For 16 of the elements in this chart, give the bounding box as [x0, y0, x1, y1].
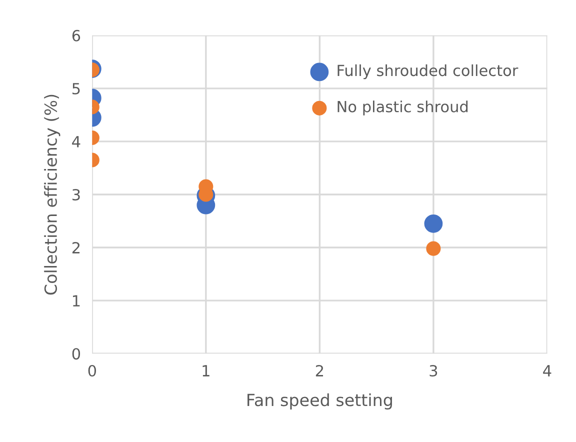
- y-tick-label: 2: [72, 242, 80, 254]
- x-axis-title: Fan speed setting: [248, 393, 392, 410]
- y-tick-label: 1: [73, 295, 80, 306]
- y-tick-label: 6: [72, 30, 80, 42]
- x-tick-label: 0: [88, 364, 96, 377]
- y-axis-title: Collection efficiency (%): [44, 94, 60, 295]
- x-tick-label: 4: [543, 365, 552, 376]
- legend-label: No plastic shroud: [338, 100, 468, 116]
- y-tick-label: 0: [72, 348, 80, 360]
- y-tick-label: 5: [72, 83, 80, 94]
- y-tick-label: 3: [72, 188, 80, 200]
- x-tick-label: 3: [430, 364, 438, 377]
- x-tick-label: 2: [316, 364, 324, 376]
- legend-label: Fully shrouded collector: [338, 64, 518, 80]
- y-tick-label: 4: [72, 136, 80, 148]
- x-tick-label: 1: [202, 365, 210, 376]
